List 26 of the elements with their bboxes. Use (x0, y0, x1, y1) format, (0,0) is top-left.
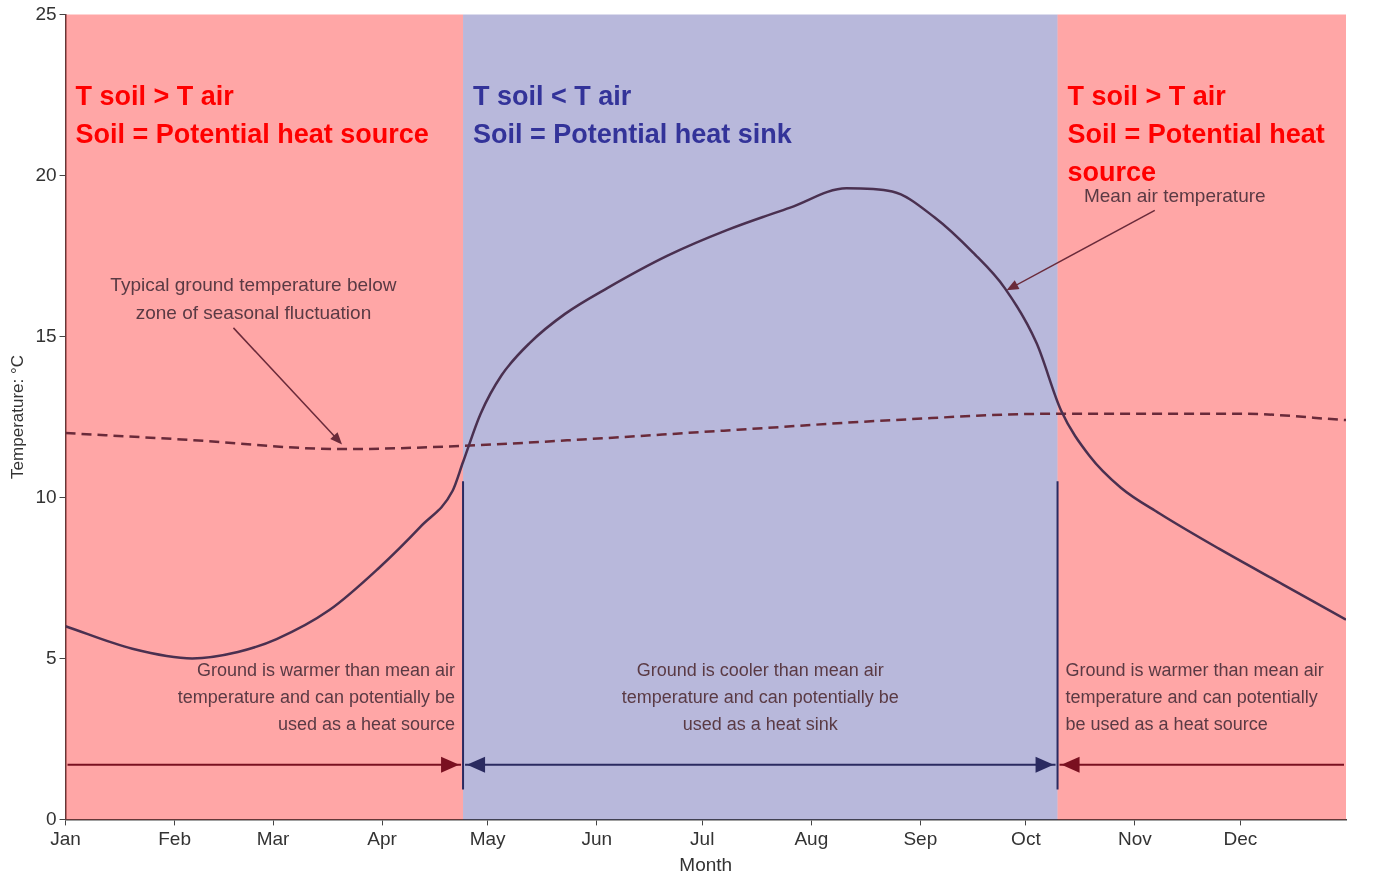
y-tick-label: 10 (35, 485, 57, 507)
x-tick-label: Jan (50, 828, 81, 850)
x-axis-title: Month (679, 853, 733, 875)
x-tick-label: Mar (256, 828, 291, 850)
x-tick-label: Aug (794, 828, 829, 850)
x-tick-label: Dec (1223, 828, 1258, 850)
x-tick-label: May (469, 828, 507, 850)
x-tick-label: Sep (903, 828, 938, 850)
x-tick-label: Oct (1011, 828, 1042, 850)
band-label: T soil < T air Soil = Potential heat sink (473, 81, 793, 150)
x-tick-label: Apr (367, 828, 398, 850)
x-tick-label: Nov (1118, 828, 1153, 850)
annotation: Ground is cooler than mean air temperature and can potentially be used as a heat sink (621, 660, 899, 735)
annotation: Typical ground temperature below zone of seasonal fluctuation (110, 274, 397, 324)
y-tick-label: 15 (35, 324, 57, 346)
annotation: Ground is warmer than mean air temperature and can potentially be used as a heat source (177, 660, 456, 735)
x-tick-label: Jun (581, 828, 613, 850)
annotation: Ground is warmer than mean air temperature and can potentially be used as a heat source (1065, 660, 1324, 735)
y-tick-label: 25 (35, 2, 57, 24)
y-tick-label: 0 (45, 807, 57, 829)
y-axis-title: Temperature: °C (7, 354, 27, 479)
x-tick-label: Feb (158, 828, 191, 850)
y-tick-label: 5 (45, 646, 57, 668)
x-tick-label: Jul (690, 828, 715, 850)
band-label: T soil > T air Soil = Potential heat source (75, 81, 429, 150)
y-tick-label: 20 (35, 163, 57, 185)
